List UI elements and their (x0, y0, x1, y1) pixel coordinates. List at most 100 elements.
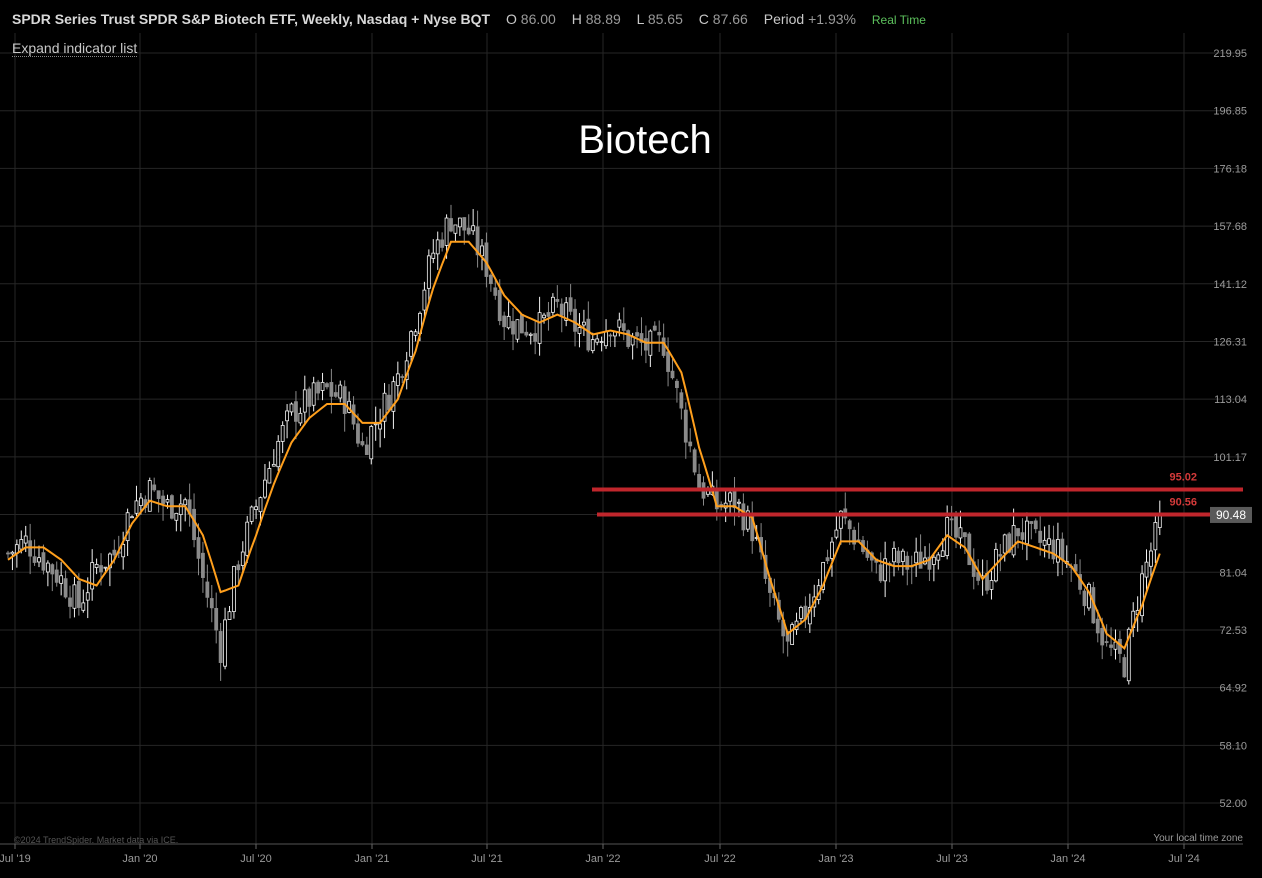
candle-body (147, 480, 152, 512)
x-tick-label: Jan '21 (354, 853, 389, 865)
candle-body (657, 332, 662, 336)
candle-body (511, 321, 515, 335)
candle-body (652, 325, 657, 331)
symbol-title: SPDR Series Trust SPDR S&P Biotech ETF, … (12, 11, 491, 27)
candle-body (178, 503, 183, 516)
candle-body (1056, 539, 1060, 563)
candle-body (125, 512, 130, 542)
candle-body (949, 518, 954, 521)
y-tick-label: 176.18 (1213, 163, 1247, 175)
candle-body (205, 581, 210, 598)
candle-body (422, 289, 427, 311)
candle-body (59, 575, 64, 584)
expand-indicator-link[interactable]: Expand indicator list (12, 40, 138, 57)
moving-average (7, 240, 1161, 651)
x-tick-label: Jul '22 (704, 853, 735, 865)
candle-body (1033, 520, 1038, 530)
candle-body (378, 423, 383, 430)
y-tick-label: 219.95 (1213, 48, 1247, 60)
y-tick-label: 58.10 (1219, 740, 1247, 752)
candle-body (449, 218, 453, 232)
candle-body (1095, 618, 1100, 634)
high-value: 88.89 (585, 11, 621, 27)
x-tick-label: Jul '21 (471, 853, 502, 865)
candle-body (1029, 521, 1034, 524)
candle-body (138, 497, 143, 506)
candle-body (23, 535, 28, 544)
candle-body (32, 556, 37, 563)
time-axis[interactable]: Jul '19 Jan '20 Jul '20 Jan '21 Jul '21 Jan '… (0, 843, 1243, 865)
candle-body (1126, 628, 1131, 682)
candle-body (263, 479, 267, 498)
candle-body (440, 239, 445, 248)
candle-body (519, 314, 524, 334)
candle-body (497, 290, 502, 322)
candle-body (209, 598, 214, 609)
candle-body (201, 552, 205, 578)
current-price-tag (1210, 506, 1252, 523)
candle-body (103, 566, 108, 569)
y-tick-label: 141.12 (1213, 279, 1247, 291)
candle-body (1051, 539, 1056, 560)
candle-body (333, 392, 338, 397)
candle-body (382, 392, 387, 422)
candle-body (697, 474, 701, 488)
moving-average-line (7, 240, 1161, 651)
candle-body (435, 239, 440, 255)
candle-body (564, 302, 569, 321)
candle-body (1104, 641, 1109, 643)
candle-body (475, 226, 480, 256)
candle-body (644, 338, 648, 351)
candle-body (586, 318, 591, 351)
candle-body (484, 242, 489, 277)
candle-body (395, 373, 400, 386)
price-axis[interactable]: 219.95 196.85 176.18 157.68 141.12 126.31 113.… (1210, 48, 1252, 810)
candle-body (76, 580, 81, 608)
candle-body (998, 554, 1003, 557)
period-value: +1.93% (808, 11, 856, 27)
y-tick-label: 101.17 (1213, 452, 1247, 464)
candle-body (316, 381, 321, 394)
candle-body (223, 619, 227, 667)
candle-body (130, 516, 134, 519)
candle-body (236, 564, 241, 571)
candle-body (741, 503, 746, 531)
candle-body (267, 468, 272, 484)
candle-body (1016, 528, 1020, 537)
candle-body (50, 564, 55, 575)
candle-body (294, 401, 298, 422)
candle-body (488, 274, 493, 284)
candle-body (635, 332, 639, 337)
candle-body (936, 554, 941, 561)
close-label: C (698, 11, 709, 27)
current-price-label: 90.48 (1216, 508, 1246, 522)
candle-body (68, 597, 72, 607)
candle-body (413, 331, 418, 336)
candle-body (683, 409, 688, 443)
candle-body (626, 330, 631, 347)
timezone-label[interactable]: Your local time zone (1153, 833, 1243, 844)
candle-body (307, 388, 312, 407)
x-tick-label: Jul '23 (936, 853, 967, 865)
candle-body (232, 566, 236, 612)
candle-body (196, 537, 201, 559)
candle-body (258, 497, 263, 513)
candle-body (878, 564, 883, 582)
candle-body (444, 217, 449, 246)
candle-body (692, 449, 697, 473)
realtime-badge: Real Time (871, 13, 926, 27)
candle-body (356, 423, 360, 444)
candle-body (320, 382, 325, 391)
candle-body (240, 551, 245, 566)
candle-body (524, 331, 529, 336)
candle-body (364, 444, 369, 456)
candle-body (537, 312, 542, 344)
candle-body (63, 578, 68, 598)
period-label: Period (763, 11, 805, 27)
candle-body (559, 303, 564, 316)
candle-body (471, 225, 476, 232)
candle-body (688, 441, 693, 447)
resistance-levels: 95.02 90.56 (592, 471, 1243, 517)
